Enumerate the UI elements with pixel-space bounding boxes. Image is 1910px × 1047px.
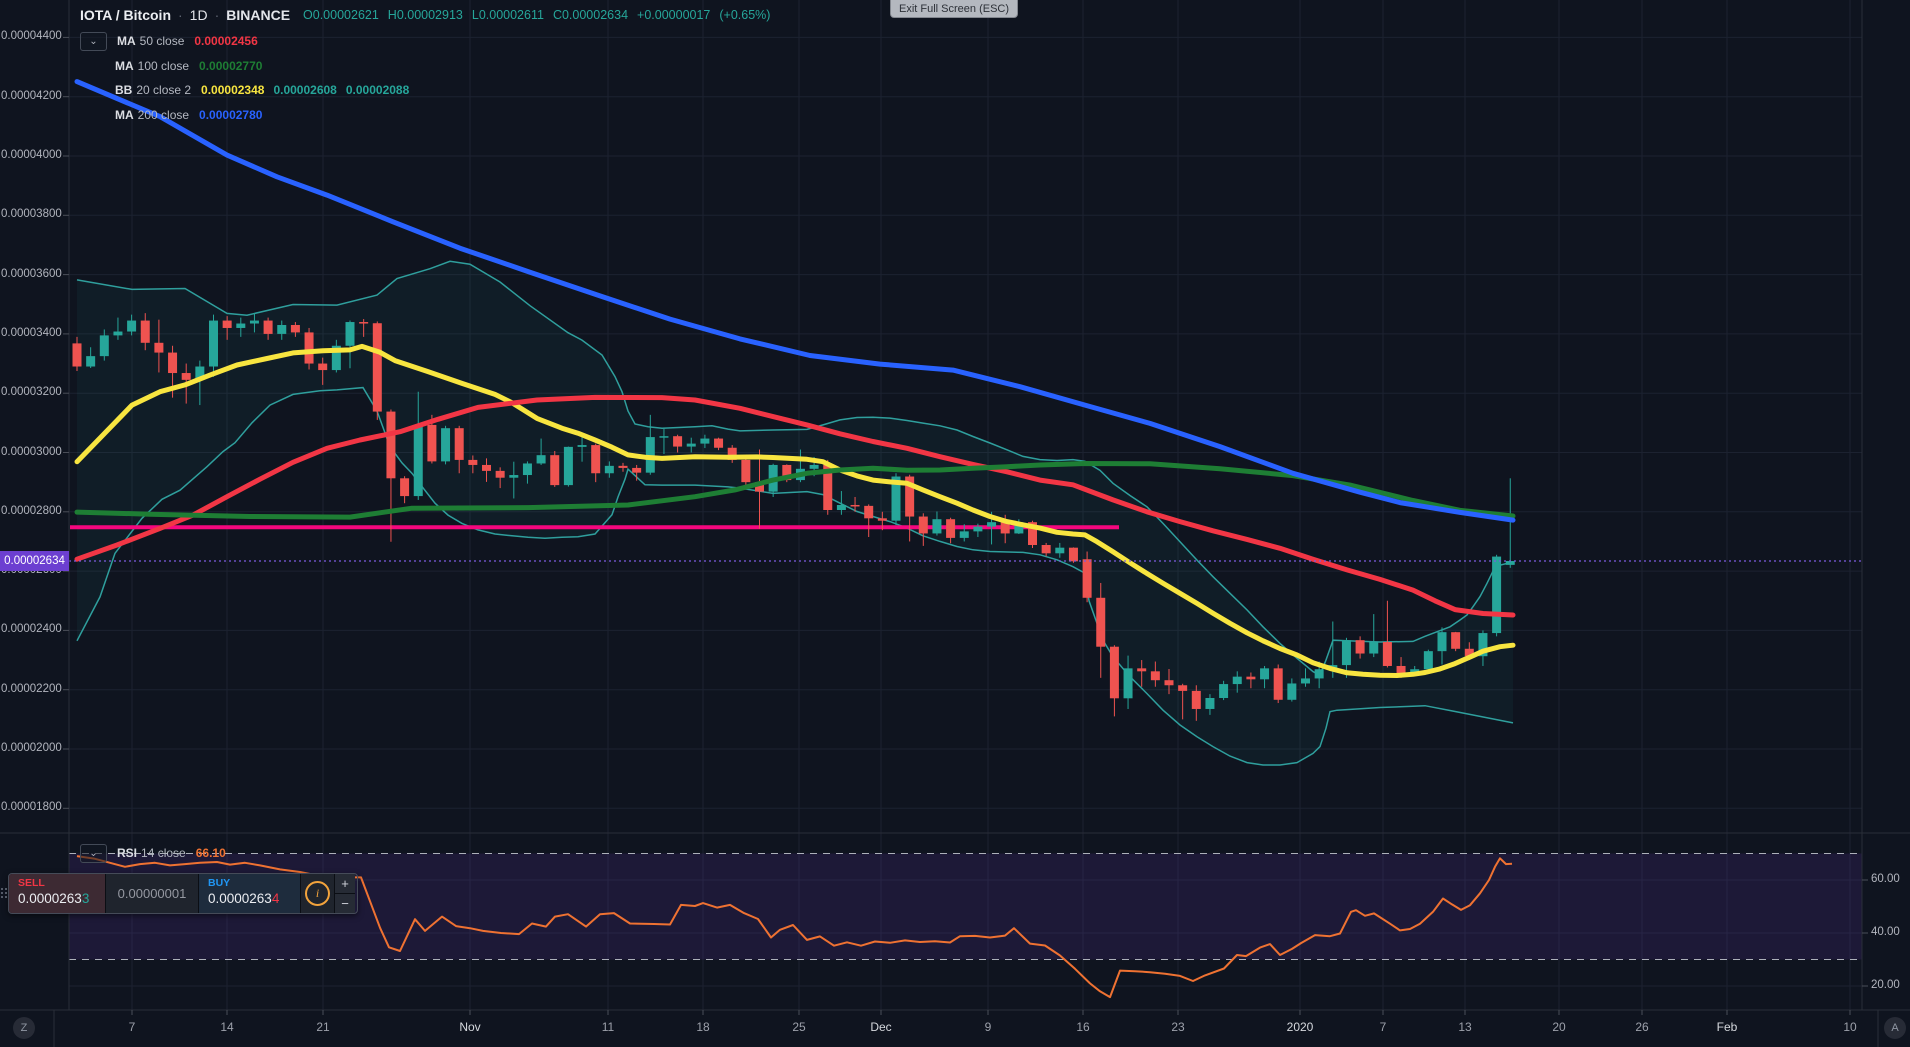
indicator-name: BB	[115, 83, 133, 98]
indicator-params: 100 close	[137, 58, 190, 73]
indicator-params: 50 close	[139, 34, 185, 49]
price-axis-label[interactable]: 0.00003600	[1, 267, 62, 280]
indicator-value: 0.00002608	[273, 83, 337, 98]
time-axis-label[interactable]: 14	[220, 1020, 234, 1034]
time-axis-label[interactable]: 13	[1458, 1020, 1472, 1034]
rsi-axis-label[interactable]: 40.00	[1871, 926, 1900, 938]
trade-info-button[interactable]: i	[301, 874, 335, 913]
rsi-legend[interactable]: ⌄ RSI 14 close 66.10	[80, 841, 235, 866]
indicator-value: 0.00002780	[199, 107, 263, 122]
spread-value: 0.00000001	[117, 886, 187, 901]
widget-drag-handle-icon[interactable]	[1, 882, 7, 904]
time-axis-label[interactable]: 2020	[1286, 1020, 1314, 1034]
time-axis-label[interactable]: 7	[1379, 1020, 1387, 1034]
time-axis-label[interactable]: Dec	[870, 1020, 892, 1034]
legend-row-ma-50[interactable]: ⌄ MA 50 close 0.00002456	[80, 29, 418, 54]
indicator-params: 200 close	[137, 107, 190, 122]
indicator-value: 0.00002348	[201, 83, 265, 98]
indicator-name: MA	[115, 58, 134, 73]
legend-row-ma-100[interactable]: MA 100 close 0.00002770	[80, 54, 418, 79]
info-icon: i	[305, 881, 330, 906]
time-axis-label[interactable]: 11	[601, 1020, 615, 1034]
buy-price: 0.0000263	[208, 891, 272, 906]
time-axis-label[interactable]: 18	[696, 1020, 710, 1034]
time-axis-label[interactable]: 26	[1635, 1020, 1649, 1034]
time-axis-label[interactable]: 7	[128, 1020, 136, 1034]
indicator-name: MA	[117, 34, 136, 49]
increase-button[interactable]: +	[335, 874, 355, 894]
time-axis-label[interactable]: 25	[792, 1020, 806, 1034]
indicator-value: 0.00002088	[345, 83, 410, 98]
chevron-down-icon[interactable]: ⌄	[80, 31, 107, 51]
decrease-button[interactable]: −	[341, 896, 349, 911]
time-axis-label[interactable]: Feb	[1716, 1020, 1738, 1034]
price-axis-label[interactable]: 0.00002800	[1, 504, 62, 517]
price-axis-label[interactable]: 0.00003400	[1, 326, 62, 339]
quantity-stepper: + −	[335, 874, 355, 913]
legend-row-bb-20[interactable]: BB 20 close 2 0.00002348 0.00002608 0.000020…	[80, 78, 418, 103]
price-axis-label[interactable]: 0.00002400	[1, 623, 62, 636]
price-axis-label[interactable]: 0.00002200	[1, 682, 62, 695]
rsi-name: RSI	[117, 846, 138, 861]
sell-price: 0.0000263	[18, 891, 82, 906]
tooltip-label: Exit Full Screen (ESC)	[899, 2, 1010, 15]
indicator-name: MA	[115, 107, 134, 122]
spread-display: 0.00000001	[106, 874, 199, 913]
price-axis-label[interactable]: 0.00003800	[1, 208, 62, 221]
indicator-params: 20 close 2	[136, 83, 192, 98]
timezone-button[interactable]: Z	[13, 1017, 35, 1039]
buy-button[interactable]: BUY 0.00002634	[199, 874, 301, 913]
last-price-badge: 0.00002634	[0, 551, 69, 571]
time-axis-label[interactable]: 23	[1171, 1020, 1185, 1034]
time-axis-label[interactable]: 16	[1076, 1020, 1090, 1034]
time-axis-label[interactable]: 21	[316, 1020, 330, 1034]
time-axis-label[interactable]: 20	[1552, 1020, 1566, 1034]
indicator-legend: ⌄ MA 50 close 0.00002456 MA 100 close 0.000027…	[80, 29, 418, 127]
chevron-down-icon[interactable]: ⌄	[80, 843, 107, 863]
time-axis-label[interactable]: 9	[984, 1020, 992, 1034]
rsi-params: 14 close	[141, 846, 186, 861]
axis-settings-button[interactable]: A	[1884, 1017, 1906, 1039]
price-axis-label[interactable]: 0.00003000	[1, 445, 62, 458]
axis-settings-label: A	[1891, 1022, 1899, 1034]
indicator-value: 0.00002770	[199, 58, 263, 73]
last-price-value: 0.00002634	[4, 555, 65, 567]
timezone-label: Z	[20, 1022, 28, 1034]
price-axis-label[interactable]: 0.00004000	[1, 149, 62, 161]
rsi-value: 66.10	[195, 846, 226, 861]
price-axis-label[interactable]: 0.00002000	[1, 742, 62, 754]
buy-price-last-digit: 4	[271, 891, 280, 906]
buy-label: BUY	[208, 877, 231, 889]
trade-panel: SELL 0.00002633 0.00000001 BUY 0.0000263…	[8, 873, 358, 914]
price-axis-label[interactable]: 0.00003200	[1, 386, 62, 399]
rsi-axis-label[interactable]: 60.00	[1871, 873, 1900, 885]
price-axis-label[interactable]: 0.00004200	[1, 89, 62, 102]
time-axis-label[interactable]: 10	[1843, 1020, 1857, 1034]
time-axis-label[interactable]: Nov	[459, 1020, 481, 1034]
indicator-value: 0.00002456	[194, 34, 258, 49]
price-axis-label[interactable]: 0.00001800	[1, 801, 62, 814]
sell-label: SELL	[18, 877, 45, 889]
legend-row-ma-200[interactable]: MA 200 close 0.00002780	[80, 103, 418, 128]
sell-button[interactable]: SELL 0.00002633	[9, 874, 106, 913]
price-axis-label[interactable]: 0.00004400	[1, 30, 62, 43]
sell-price-last-digit: 3	[81, 891, 90, 906]
rsi-axis-label[interactable]: 20.00	[1871, 979, 1900, 991]
exit-fullscreen-tooltip[interactable]: Exit Full Screen (ESC)	[890, 0, 1019, 18]
